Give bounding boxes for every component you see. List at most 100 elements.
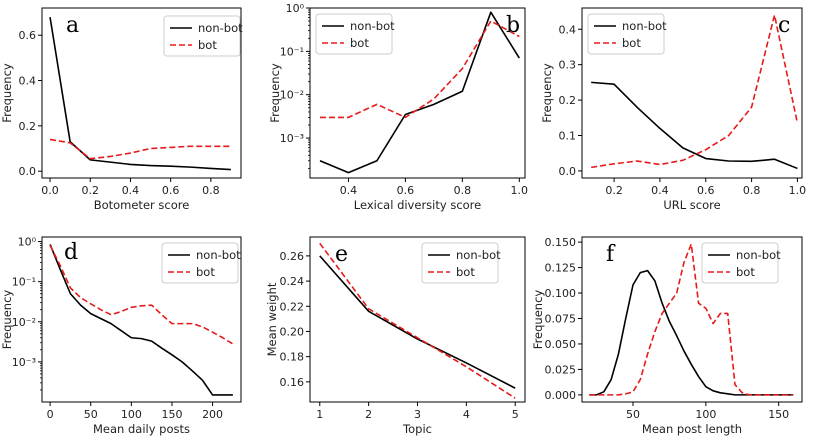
panel-b: 0.4 0.6 0.8 1.0 10⁻³ 10⁻² 10⁻¹ 10⁰ Lexical diver… <box>268 2 528 212</box>
y-tick-label: 0.6 <box>19 29 37 42</box>
y-tick-label: 0.025 <box>545 363 577 376</box>
y-tick-label: 10⁰ <box>18 236 37 249</box>
x-tick-label: 1.0 <box>789 184 807 197</box>
x-axis-label: Mean post length <box>642 422 742 436</box>
series-line-non-bot <box>49 16 231 171</box>
panel-d: 0 50 100 150 200 10⁻³ 10⁻² 10⁻¹ 10⁰ Mean daily po… <box>0 236 242 436</box>
series-line-non-bot <box>319 11 520 174</box>
x-axis-label: Botometer score <box>94 198 190 212</box>
panel-letter: d <box>64 240 78 265</box>
series-line-non-bot <box>319 255 516 389</box>
plot-frame <box>41 236 242 403</box>
y-tick-label: 10⁰ <box>286 2 305 15</box>
y-tick-label: 0.26 <box>280 250 305 263</box>
panel-letter: f <box>606 242 616 267</box>
legend-box <box>315 13 393 55</box>
plot-frame <box>309 7 526 179</box>
y-tick-label: 0.22 <box>280 300 305 313</box>
legend-label: bot <box>736 265 755 279</box>
y-tick-label: 10⁻³ <box>280 132 304 145</box>
x-tick-label: 0.6 <box>162 184 180 197</box>
x-tick-label: 0.8 <box>454 184 472 197</box>
y-tick-label: 0.3 <box>559 59 577 72</box>
legend-label: non-bot <box>456 248 501 262</box>
y-axis-label: Frequency <box>268 63 282 123</box>
legend-box <box>161 242 239 284</box>
legend-label: bot <box>622 36 641 50</box>
y-tick-label: 10⁻¹ <box>280 45 304 58</box>
legend-label: non-bot <box>350 19 395 33</box>
y-tick-label: 0.075 <box>545 312 577 325</box>
legend-label: bot <box>196 265 215 279</box>
x-tick-label: 150 <box>161 408 182 421</box>
y-tick-label: 0.2 <box>559 94 577 107</box>
y-tick-label: 0.125 <box>545 262 577 275</box>
x-tick-label: 100 <box>695 408 716 421</box>
y-tick-label: 0.18 <box>280 351 305 364</box>
y-tick-label: 0.150 <box>545 236 577 249</box>
series-line-bot <box>319 242 516 399</box>
y-axis-label: Frequency <box>540 63 554 123</box>
x-tick-label: 2 <box>365 408 372 421</box>
y-tick-label: 0.0 <box>19 165 37 178</box>
y-axis-label: Frequency <box>0 290 14 350</box>
x-tick-label: 4 <box>463 408 470 421</box>
x-axis-label: Mean daily posts <box>93 422 190 436</box>
legend-label: bot <box>350 36 369 50</box>
series-line-bot <box>49 138 231 160</box>
x-axis-label: Topic <box>402 422 432 436</box>
x-tick-label: 5 <box>512 408 519 421</box>
panel-letter: e <box>335 242 348 267</box>
legend-label: non-bot <box>622 19 667 33</box>
x-tick-label: 50 <box>84 408 98 421</box>
y-axis-label: Frequency <box>531 290 545 350</box>
x-tick-label: 1 <box>316 408 323 421</box>
x-tick-label: 3 <box>414 408 421 421</box>
x-tick-label: 0.8 <box>743 184 761 197</box>
plot-frame <box>581 7 803 179</box>
x-tick-label: 150 <box>768 408 789 421</box>
legend-box <box>587 13 665 55</box>
plot-frame <box>41 7 242 179</box>
series-line-non-bot <box>49 244 233 396</box>
x-tick-label: 0.4 <box>340 184 358 197</box>
x-tick-label: 1.0 <box>511 184 529 197</box>
x-axis-label: Lexical diversity score <box>354 198 481 212</box>
x-tick-label: 0.2 <box>81 184 99 197</box>
plot-frame <box>581 236 803 403</box>
x-tick-label: 200 <box>202 408 223 421</box>
legend-box <box>421 242 499 284</box>
panel-f: 50 100 150 0.000 0.025 0.050 0.075 0.100 0.125 0.… <box>531 236 803 436</box>
y-tick-label: 0.16 <box>280 376 305 389</box>
panel-letter: a <box>66 13 79 38</box>
x-tick-label: 0.0 <box>41 184 59 197</box>
series-line-bot <box>49 245 234 345</box>
x-tick-label: 0.6 <box>397 184 415 197</box>
x-tick-label: 0.4 <box>122 184 140 197</box>
panel-letter: b <box>506 13 520 38</box>
x-tick-label: 0.8 <box>202 184 220 197</box>
series-line-bot <box>319 20 520 119</box>
legend-label: bot <box>456 265 475 279</box>
x-tick-label: 50 <box>626 408 640 421</box>
y-tick-label: 10⁻² <box>280 89 304 102</box>
series-line-non-bot <box>589 269 794 396</box>
y-tick-label: 0.000 <box>545 389 577 402</box>
y-tick-label: 10⁻¹ <box>12 276 36 289</box>
y-axis-label: Frequency <box>0 63 14 123</box>
x-tick-label: 0.6 <box>697 184 715 197</box>
x-axis-label: URL score <box>663 198 720 212</box>
y-tick-label: 0.20 <box>280 325 305 338</box>
y-tick-label: 0.0 <box>559 165 577 178</box>
series-line-bot <box>589 243 794 396</box>
series-line-non-bot <box>591 81 798 170</box>
y-tick-label: 0.1 <box>559 130 577 143</box>
y-tick-label: 0.050 <box>545 338 577 351</box>
series-line-bot <box>591 14 799 169</box>
y-axis-label: Mean weight <box>265 282 279 356</box>
x-tick-label: 0 <box>47 408 54 421</box>
